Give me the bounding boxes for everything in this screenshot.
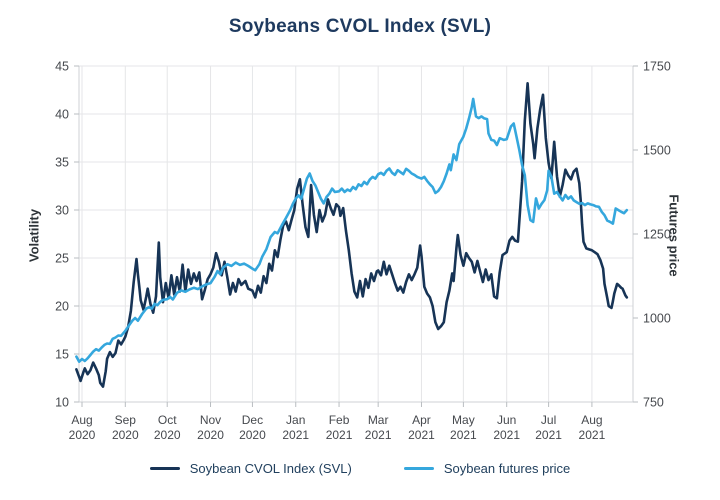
svg-text:35: 35 bbox=[55, 156, 69, 170]
legend-item-cvol: Soybean CVOL Index (SVL) bbox=[149, 461, 352, 476]
svg-text:15: 15 bbox=[55, 348, 69, 362]
x-axis-labels: Aug 2020 Sep 2020 Oct 2020 Nov 2020 Dec 2020 Jan 20… bbox=[69, 413, 606, 442]
axis-lines bbox=[78, 66, 634, 403]
futures-line bbox=[75, 97, 629, 364]
futures-line-swatch bbox=[403, 467, 434, 470]
chart-title: Soybeans CVOL Index (SVL) bbox=[228, 16, 492, 37]
legend-item-futures: Soybean futures price bbox=[403, 461, 571, 476]
legend-label-cvol: Soybean CVOL Index (SVL) bbox=[189, 461, 352, 476]
svg-text:30: 30 bbox=[55, 204, 69, 218]
svg-text:1000: 1000 bbox=[643, 312, 671, 326]
gridlines bbox=[79, 65, 633, 403]
y-left-tick-labels: 10 15 20 25 30 35 40 45 bbox=[55, 60, 69, 410]
svg-text:40: 40 bbox=[55, 108, 69, 122]
svg-text:750: 750 bbox=[643, 396, 664, 410]
tick-marks bbox=[74, 65, 638, 407]
cvol-line-swatch bbox=[149, 467, 180, 470]
svg-text:1250: 1250 bbox=[643, 228, 671, 242]
svg-text:45: 45 bbox=[55, 60, 69, 74]
svg-text:10: 10 bbox=[55, 396, 69, 410]
svg-text:25: 25 bbox=[55, 252, 69, 266]
svg-text:1750: 1750 bbox=[643, 60, 671, 74]
y-axis-title-right: Futures price bbox=[666, 194, 682, 277]
chart-legend: Soybean CVOL Index (SVL) Soybean futures… bbox=[0, 461, 720, 476]
svg-text:20: 20 bbox=[55, 300, 69, 314]
y-right-tick-labels: 750 1000 1250 1500 1750 bbox=[643, 60, 671, 410]
cvol-line bbox=[75, 82, 629, 388]
svg-text:1500: 1500 bbox=[643, 144, 671, 158]
legend-label-futures: Soybean futures price bbox=[443, 461, 571, 476]
y-axis-title-left: Volatility bbox=[26, 208, 42, 263]
